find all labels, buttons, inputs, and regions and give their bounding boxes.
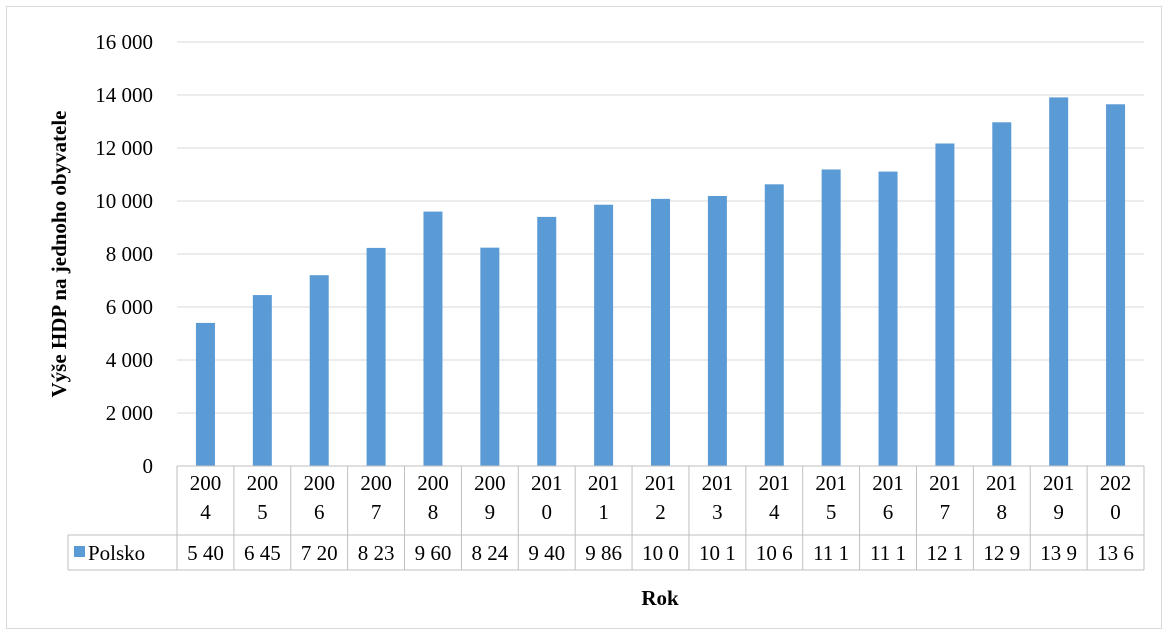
y-tick-label: 10 000 bbox=[95, 189, 153, 213]
x-tick-label: 5 bbox=[826, 500, 837, 524]
x-tick-label: 201 bbox=[588, 471, 620, 495]
x-tick-label: 200 bbox=[190, 471, 222, 495]
x-tick-label: 6 bbox=[314, 500, 325, 524]
x-axis-title: Rok bbox=[641, 586, 679, 610]
bar bbox=[423, 211, 443, 466]
y-tick-label: 4 000 bbox=[106, 348, 153, 372]
bar bbox=[651, 198, 670, 466]
bar bbox=[195, 322, 215, 466]
data-table-value: 10 0 bbox=[642, 541, 679, 565]
bar bbox=[309, 275, 329, 466]
bar bbox=[878, 171, 898, 466]
x-tick-label: 9 bbox=[485, 500, 496, 524]
bar bbox=[707, 195, 727, 466]
bar bbox=[1049, 97, 1069, 466]
x-tick-label: 202 bbox=[1100, 471, 1132, 495]
x-tick-label: 5 bbox=[257, 500, 268, 524]
x-tick-label: 4 bbox=[200, 500, 211, 524]
data-table-value: 10 6 bbox=[756, 541, 793, 565]
x-tick-label: 200 bbox=[474, 471, 506, 495]
data-table-value: 12 1 bbox=[927, 541, 964, 565]
bar bbox=[935, 143, 955, 466]
bar bbox=[992, 122, 1012, 467]
data-table-value: 8 23 bbox=[358, 541, 395, 565]
x-tick-label: 7 bbox=[940, 500, 951, 524]
x-tick-label: 0 bbox=[541, 500, 552, 524]
data-table-value: 7 20 bbox=[301, 541, 338, 565]
bar bbox=[821, 169, 841, 466]
data-table: 200 4 200 5 200 6 200 7 200 8 200 9 201 0 201 1 201 2 201 3… bbox=[67, 465, 1145, 571]
bar bbox=[1106, 104, 1126, 467]
x-tick-label: 0 bbox=[1110, 500, 1121, 524]
x-tick-label: 201 bbox=[872, 471, 904, 495]
y-tick-label: 16 000 bbox=[95, 30, 153, 54]
bars bbox=[195, 97, 1126, 467]
bar bbox=[252, 295, 272, 466]
x-tick-label: 201 bbox=[815, 471, 847, 495]
y-tick-label: 6 000 bbox=[106, 295, 153, 319]
chart-frame bbox=[6, 6, 1162, 629]
bar bbox=[537, 216, 557, 466]
y-axis-tick-labels: 0 2 000 4 000 6 000 8 000 10 000 12 000 14 000 1… bbox=[95, 30, 153, 478]
y-axis-title: Výše HDP na jednoho obyvatele bbox=[47, 110, 71, 397]
bar bbox=[480, 247, 500, 466]
x-tick-label: 1 bbox=[598, 500, 609, 524]
x-tick-label: 6 bbox=[883, 500, 894, 524]
x-tick-label: 201 bbox=[759, 471, 791, 495]
x-tick-label: 201 bbox=[986, 471, 1018, 495]
y-tick-label: 2 000 bbox=[106, 401, 153, 425]
data-table-value: 9 60 bbox=[415, 541, 452, 565]
x-tick-label: 8 bbox=[428, 500, 439, 524]
data-table-value: 11 1 bbox=[813, 541, 849, 565]
data-table-value: 12 9 bbox=[983, 541, 1020, 565]
data-table-value: 11 1 bbox=[870, 541, 906, 565]
data-table-value: 10 1 bbox=[699, 541, 736, 565]
y-tick-label: 12 000 bbox=[95, 136, 153, 160]
x-tick-label: 9 bbox=[1053, 500, 1064, 524]
data-table-value: 9 86 bbox=[585, 541, 622, 565]
x-tick-label: 200 bbox=[360, 471, 392, 495]
data-table-value: 9 40 bbox=[528, 541, 565, 565]
bar bbox=[594, 204, 614, 466]
x-tick-label: 4 bbox=[769, 500, 780, 524]
x-tick-label: 2 bbox=[655, 500, 666, 524]
x-tick-label: 3 bbox=[712, 500, 723, 524]
legend-series-name: Polsko bbox=[88, 541, 145, 565]
y-tick-label: 0 bbox=[143, 454, 154, 478]
y-tick-label: 8 000 bbox=[106, 242, 153, 266]
data-table-value: 6 45 bbox=[244, 541, 281, 565]
data-table-value: 13 6 bbox=[1097, 541, 1134, 565]
x-tick-label: 201 bbox=[531, 471, 563, 495]
bar bbox=[366, 247, 386, 466]
data-table-value: 5 40 bbox=[187, 541, 224, 565]
data-table-value: 13 9 bbox=[1040, 541, 1077, 565]
x-tick-label: 200 bbox=[303, 471, 335, 495]
x-tick-label: 201 bbox=[1043, 471, 1075, 495]
x-tick-label: 7 bbox=[371, 500, 382, 524]
x-tick-label: 200 bbox=[247, 471, 279, 495]
data-table-value: 8 24 bbox=[471, 541, 508, 565]
y-tick-label: 14 000 bbox=[95, 83, 153, 107]
x-tick-label: 200 bbox=[417, 471, 449, 495]
x-tick-label: 201 bbox=[645, 471, 677, 495]
x-tick-label: 8 bbox=[997, 500, 1008, 524]
x-tick-label: 201 bbox=[929, 471, 961, 495]
bar bbox=[764, 184, 784, 466]
legend-key bbox=[74, 546, 85, 557]
x-tick-label: 201 bbox=[702, 471, 734, 495]
